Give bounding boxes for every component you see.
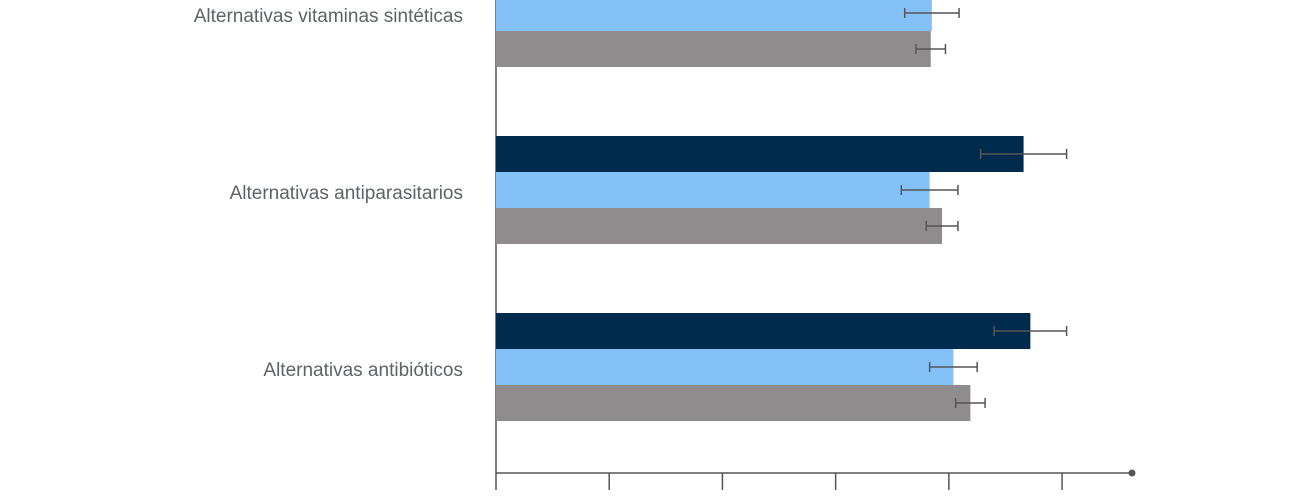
bar — [496, 208, 943, 244]
error-bar — [928, 362, 978, 372]
error-bar — [900, 185, 959, 195]
y-tick-label: Alternativas antiparasitarios — [230, 183, 463, 204]
y-tick-label: Alternativas vitaminas sintéticas — [194, 6, 463, 27]
axis-end-dot — [1128, 469, 1136, 477]
y-tick-label: Alternativas antibióticos — [263, 360, 463, 381]
bar — [496, 136, 1024, 172]
error-bar — [979, 149, 1068, 159]
error-bar — [915, 44, 947, 54]
bar — [496, 172, 930, 208]
error-bar — [903, 8, 960, 18]
error-bar — [993, 326, 1068, 336]
error-bar — [925, 221, 959, 231]
bar — [496, 31, 931, 67]
error-bar — [954, 398, 986, 408]
bar — [496, 349, 954, 385]
bar — [496, 385, 971, 421]
bar — [496, 0, 932, 31]
bar — [496, 313, 1031, 349]
